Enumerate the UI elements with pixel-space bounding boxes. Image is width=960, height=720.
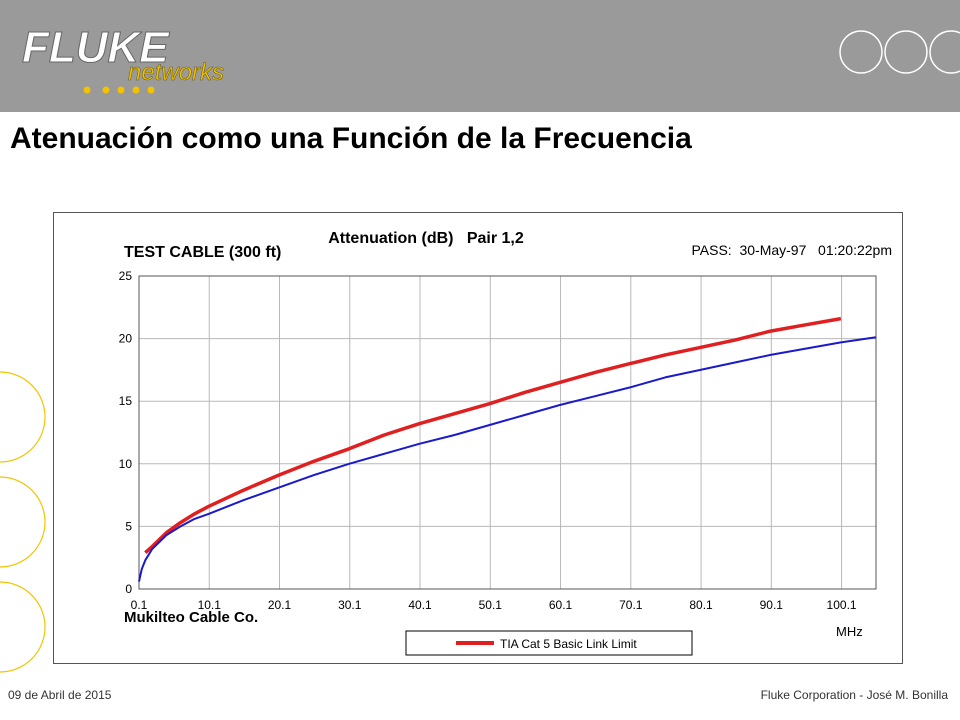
x-axis-unit-label: MHz xyxy=(836,624,863,639)
test-cable-label: TEST CABLE (300 ft) xyxy=(124,244,281,261)
header-bar: FLUKE networks xyxy=(0,0,960,112)
y-tick-label: 15 xyxy=(119,394,133,408)
decorative-side-arcs xyxy=(0,371,46,673)
plot-area-frame xyxy=(138,275,877,590)
footer-date: 09 de Abril de 2015 xyxy=(8,688,112,702)
y-tick-label: 10 xyxy=(119,457,133,471)
x-tick-label: 90.1 xyxy=(760,598,784,612)
x-tick-label: 70.1 xyxy=(619,598,643,612)
y-tick-label: 25 xyxy=(119,269,133,283)
fluke-networks-logo: FLUKE networks xyxy=(22,23,224,94)
series-line-limit xyxy=(144,316,842,555)
logo-brand-text: FLUKE xyxy=(22,23,170,72)
legend-entry-label: TIA Cat 5 Basic Link Limit xyxy=(500,637,637,651)
chart-canvas: 0 5 10 15 20 25 0.1 10.1 20.1 30.1 40.1 50.1 60.1 70… xyxy=(119,230,892,656)
x-tick-label: 0.1 xyxy=(131,598,148,612)
x-tick-label: 80.1 xyxy=(689,598,713,612)
decorative-circles xyxy=(839,30,960,74)
footer-author: Fluke Corporation - José M. Bonilla xyxy=(760,688,948,702)
y-tick-label: 5 xyxy=(125,519,132,533)
x-tick-label: 30.1 xyxy=(338,598,362,612)
chart-title: Attenuation (dB) Pair 1,2 xyxy=(328,230,524,247)
slide-title: Atenuación como una Función de la Frecue… xyxy=(10,122,692,155)
x-tick-label: 100.1 xyxy=(827,598,857,612)
logo-dots xyxy=(83,86,155,94)
y-tick-label: 20 xyxy=(119,332,133,346)
x-tick-label: 10.1 xyxy=(198,598,222,612)
legend-box xyxy=(405,630,693,656)
legend: TIA Cat 5 Basic Link Limit xyxy=(405,630,693,656)
company-label: Mukilteo Cable Co. xyxy=(124,609,258,626)
x-tick-label: 50.1 xyxy=(479,598,503,612)
series-line-measured xyxy=(138,336,877,582)
x-tick-labels: 0.1 10.1 20.1 30.1 40.1 50.1 60.1 70.1 80.1 90.1 1… xyxy=(131,598,857,612)
y-tick-label: 0 xyxy=(125,582,132,596)
x-tick-label: 40.1 xyxy=(408,598,432,612)
series-lines xyxy=(138,316,877,582)
x-tick-label: 20.1 xyxy=(268,598,292,612)
logo-sub-text: networks xyxy=(128,59,224,86)
y-tick-labels: 0 5 10 15 20 25 xyxy=(119,269,133,596)
pass-status: PASS: 30-May-97 01:20:22pm xyxy=(691,242,892,258)
x-tick-label: 60.1 xyxy=(549,598,573,612)
grid-lines xyxy=(138,275,876,590)
attenuation-chart: 0 5 10 15 20 25 0.1 10.1 20.1 30.1 40.1 50.1 60.1 70… xyxy=(53,212,903,664)
